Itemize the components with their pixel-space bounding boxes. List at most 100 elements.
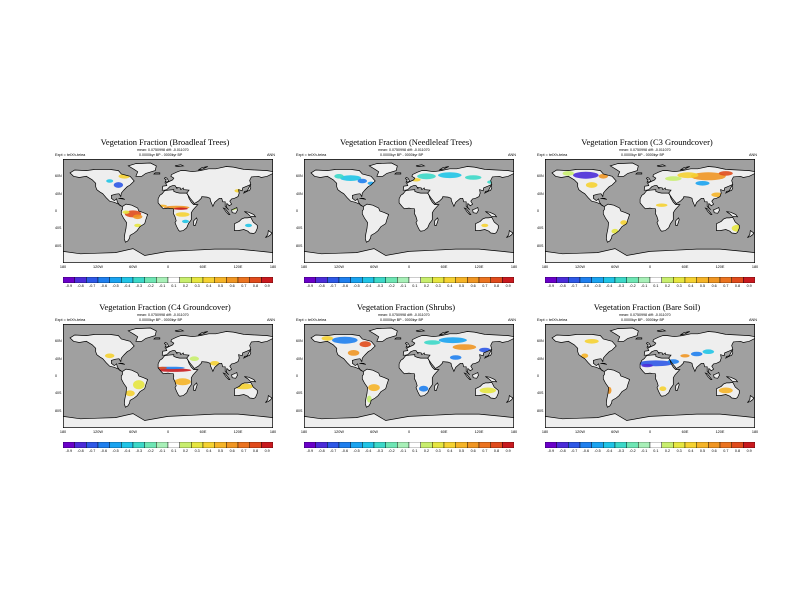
colorbar-swatch <box>743 277 755 283</box>
lon-axis: 180 120W 60W 0 60E 120E 180 <box>296 265 517 271</box>
lat-tick-label: 40N <box>296 191 303 196</box>
landmass-newguinea <box>726 376 738 382</box>
map-frame <box>545 324 755 428</box>
coastline <box>713 206 720 214</box>
world-map <box>63 324 273 428</box>
colorbar-labels: -0.9 -0.8 -0.7 -0.6 -0.5 -0.4 -0.3 -0.2 -0.1 0.1 0… <box>304 449 514 455</box>
colorbar-swatch <box>684 442 697 448</box>
lon-tick-label: 120E <box>715 430 725 434</box>
lat-tick-label: 80S <box>296 408 303 413</box>
world-map <box>545 324 755 428</box>
colorbar-swatch <box>109 277 122 283</box>
colorbar-swatch <box>743 442 755 448</box>
anomaly-patch <box>189 356 199 361</box>
colorbar-label: 0.4 <box>206 449 212 453</box>
landmass-antarctica <box>304 248 514 263</box>
lat-tick-label: 60N <box>296 174 303 179</box>
colorbar-label: -0.7 <box>88 284 96 288</box>
colorbar <box>304 442 514 448</box>
colorbar-label: -0.1 <box>399 284 407 288</box>
colorbar-swatch <box>603 277 616 283</box>
season-label: ANN <box>507 153 516 157</box>
colorbar-swatch <box>568 277 581 283</box>
colorbar-swatch <box>237 442 250 448</box>
colorbar-label: -0.4 <box>364 284 372 288</box>
colorbar-swatch <box>97 442 110 448</box>
colorbar-label: -0.8 <box>77 284 84 288</box>
coastline <box>265 229 273 238</box>
colorbar-swatch <box>591 442 604 448</box>
colorbar-label: 0.3 <box>676 284 682 288</box>
colorbar-label: 0.8 <box>734 449 741 453</box>
panel-subtitle: mean: 0.0750998 diff: -0.011070 <box>137 313 189 317</box>
colorbar-label: 0.5 <box>458 284 465 288</box>
coastline <box>716 382 740 399</box>
coastline <box>716 217 740 234</box>
coastline <box>234 217 258 234</box>
coastline <box>405 177 411 183</box>
colorbar-label: 0.2 <box>423 449 430 453</box>
colorbar-label: -0.8 <box>77 449 84 453</box>
coastline <box>680 166 690 171</box>
colorbar-swatch <box>579 277 592 283</box>
anomaly-patch <box>690 351 703 357</box>
colorbar-labels: -0.9 -0.8 -0.7 -0.6 -0.5 -0.4 -0.3 -0.2 -0.1 0.1 0… <box>304 284 514 290</box>
season-label: ANN <box>266 318 275 322</box>
colorbar-swatch <box>373 442 386 448</box>
colorbar-label: 0.7 <box>723 449 729 453</box>
colorbar-swatch <box>261 442 273 448</box>
colorbar-label: -0.1 <box>640 449 648 453</box>
anomaly-patch <box>133 214 143 220</box>
anomaly-patch <box>122 210 130 214</box>
anomaly-patch <box>174 378 191 386</box>
colorbar-swatch <box>638 442 651 448</box>
lat-tick-label: 60N <box>55 339 62 344</box>
landmass-newguinea <box>244 376 256 382</box>
panel-title: Vegetation Fraction (C4 Groundcover) <box>99 302 231 312</box>
colorbar-swatch <box>385 442 398 448</box>
panel-subtitle-period: 0.0000kyr BP - 0000kyr BP <box>380 153 424 157</box>
landmass-borneo <box>472 207 479 214</box>
colorbar-label: 0.1 <box>653 284 659 288</box>
lon-axis: 180 120W 60W 0 60E 120E 180 <box>55 430 276 436</box>
lat-tick-label: 0 <box>537 209 539 213</box>
colorbar-label: 0.6 <box>229 449 235 453</box>
experiment-label: Expt = teIXh-teiea <box>55 153 86 157</box>
colorbar-swatch <box>373 277 386 283</box>
coastline <box>118 362 125 365</box>
landmass-antarctica <box>63 413 273 428</box>
lat-tick-label: 40N <box>537 356 544 361</box>
anomaly-patch <box>438 337 467 344</box>
colorbar-label: -0.5 <box>353 449 360 453</box>
landmass-northAmerica <box>311 334 376 372</box>
lon-tick-label: 120W <box>93 430 103 434</box>
lon-axis: 180 120W 60W 0 60E 120E 180 <box>537 430 758 436</box>
colorbar-swatch <box>626 277 639 283</box>
lon-tick-label: 60W <box>611 265 619 269</box>
panel-subtitle: mean: 0.0750998 diff: -0.011070 <box>137 148 189 152</box>
lat-tick-label: 40N <box>55 356 62 361</box>
coastline <box>704 372 713 380</box>
landmass-borneo <box>713 207 720 214</box>
lon-tick-label: 60E <box>681 430 689 434</box>
colorbar-swatch <box>226 442 239 448</box>
lat-tick-label: 40S <box>296 391 303 396</box>
anomaly-patch <box>424 340 441 345</box>
colorbar-label: -0.7 <box>570 284 578 288</box>
anomaly-patch <box>367 395 372 403</box>
lon-tick-label: 180 <box>59 430 67 434</box>
colorbar-labels: -0.9 -0.8 -0.7 -0.6 -0.5 -0.4 -0.3 -0.2 -0.1 0.1 0… <box>545 449 755 455</box>
coastline <box>713 371 720 379</box>
colorbar-swatch <box>350 277 363 283</box>
anomaly-field <box>562 171 744 234</box>
colorbar-label: 0.2 <box>664 449 671 453</box>
coastline <box>675 217 680 226</box>
coastline <box>69 169 135 207</box>
coastline <box>198 331 208 336</box>
colorbar-label: 0.9 <box>505 449 511 453</box>
colorbar-swatch <box>338 442 351 448</box>
landmass-borneo <box>472 372 479 379</box>
landmass-antarctica <box>545 248 755 263</box>
anomaly-field <box>581 339 733 394</box>
colorbar-label: 0.1 <box>171 449 177 453</box>
